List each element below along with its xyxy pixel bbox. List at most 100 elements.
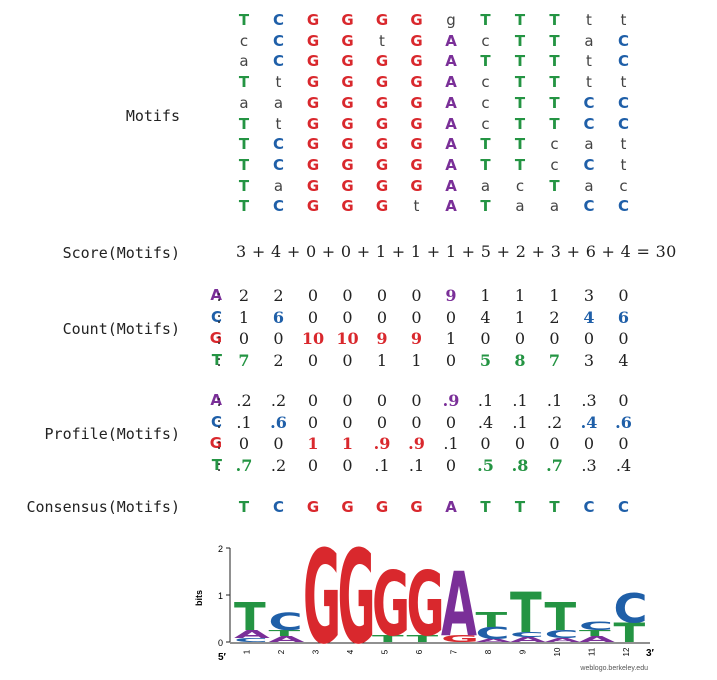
score-term: 5	[480, 242, 492, 261]
plus-sign: +	[421, 242, 446, 261]
profile-cell: .2	[546, 412, 563, 432]
motif-letter: A	[445, 135, 457, 154]
motif-letter: c	[550, 135, 559, 154]
logo-x-tick-label: 1	[242, 649, 251, 654]
logo-x-tick-label: 5	[380, 649, 389, 654]
logo-letter-c: C	[579, 620, 613, 633]
row-key-colon: :	[216, 287, 222, 305]
motif-letter: G	[375, 114, 389, 133]
count-cell: 0	[480, 329, 491, 348]
motif-letter: T	[514, 93, 526, 112]
count-cell: 9	[410, 329, 423, 348]
count-cell: 9	[376, 329, 388, 348]
row-key-colon: :	[216, 435, 222, 453]
row-key-t: T	[211, 455, 222, 474]
score-total: 30	[655, 242, 677, 261]
profile-cell: 0	[411, 391, 422, 410]
motif-letter: T	[238, 11, 250, 29]
motif-letter: T	[480, 155, 491, 174]
logo-letter-g: G	[338, 538, 376, 673]
count-cell: 0	[342, 307, 353, 327]
plus-sign: +	[386, 242, 411, 261]
weblogo-credit: weblogo.berkeley.edu	[579, 665, 648, 672]
motif-letter: T	[514, 52, 526, 71]
consensus-letter: C	[583, 498, 595, 516]
profile-cell: .1	[512, 391, 528, 410]
profile-cell: 0	[238, 434, 250, 453]
motif-letter: G	[410, 73, 423, 92]
profile-cell: .6	[615, 412, 632, 432]
motif-letter: a	[273, 93, 284, 112]
motif-letter: T	[514, 31, 526, 50]
profile-cell: 0	[307, 391, 319, 410]
logo-letter-c: C	[476, 624, 510, 643]
plus-sign: +	[246, 242, 271, 261]
motif-letter: G	[375, 73, 389, 92]
motif-letter: a	[273, 176, 284, 195]
count-cell: 1	[549, 286, 560, 305]
logo-x-tick-label: 12	[622, 647, 631, 656]
motif-letter: T	[549, 114, 560, 133]
count-cell: 9	[445, 286, 457, 305]
motif-letter: c	[619, 176, 628, 195]
motif-letter: G	[375, 52, 389, 71]
profile-cell: .4	[580, 412, 598, 432]
motif-letter: G	[375, 11, 389, 29]
logo-x-tick-label: 7	[449, 649, 458, 654]
motif-letter: A	[445, 197, 457, 216]
profile-cell: 0	[445, 412, 457, 432]
motif-letter: c	[239, 31, 249, 50]
motif-letter: G	[306, 31, 320, 50]
logo-letter-t: T	[510, 581, 542, 646]
logo-x-tick-label: 8	[484, 649, 493, 654]
motif-letter: G	[341, 135, 354, 154]
motif-letter: C	[272, 11, 284, 29]
motif-letter: t	[620, 135, 627, 154]
motif-letter: a	[549, 197, 560, 216]
logo-letter-t: T	[407, 633, 439, 644]
count-cell: 0	[307, 350, 319, 370]
motif-letter: G	[375, 176, 389, 195]
row-key-c: C	[210, 412, 222, 431]
score-term: 0	[340, 242, 352, 261]
score-term: 1	[410, 242, 422, 261]
motif-letter: G	[341, 31, 354, 50]
score-term: 3	[236, 242, 247, 261]
score-term: 1	[445, 242, 457, 261]
profile-cell: 0	[445, 455, 457, 475]
logo-letter-a: A	[545, 637, 582, 643]
logo-letter-a: A	[234, 628, 270, 641]
count-cell: 0	[376, 286, 388, 305]
motif-letter: G	[410, 114, 423, 133]
motif-letter: A	[445, 31, 457, 50]
count-cell: 0	[549, 329, 560, 348]
score-term: 6	[585, 242, 597, 261]
consensus-letter: C	[617, 498, 629, 516]
motif-letter: T	[480, 52, 491, 71]
logo-x-tick-label: 11	[587, 647, 596, 656]
motif-letter: T	[480, 197, 491, 216]
count-cell: 4	[480, 307, 491, 327]
row-key-colon: :	[216, 456, 222, 475]
motif-letter: C	[617, 197, 629, 216]
profile-cell: 0	[342, 391, 353, 410]
profile-cell: 0	[514, 434, 526, 453]
profile-cell: 0	[376, 391, 388, 410]
motif-letter: A	[445, 93, 457, 112]
profile-cell: .2	[236, 391, 252, 410]
motif-letter: C	[272, 52, 284, 71]
motif-letter: t	[620, 155, 627, 174]
score-term: 0	[305, 242, 317, 261]
consensus-letter: G	[375, 498, 389, 516]
profile-cell: 0	[480, 434, 491, 453]
row-key-t: T	[211, 350, 222, 369]
logo-letter-c: C	[510, 630, 544, 638]
count-cell: 7	[238, 350, 250, 370]
consensus-letter: G	[410, 498, 423, 516]
motif-letter: T	[480, 135, 491, 154]
motif-letter: C	[272, 197, 284, 216]
motif-letter: G	[306, 52, 320, 71]
motif-letter: a	[480, 176, 491, 195]
logo-letter-t: T	[614, 617, 646, 648]
